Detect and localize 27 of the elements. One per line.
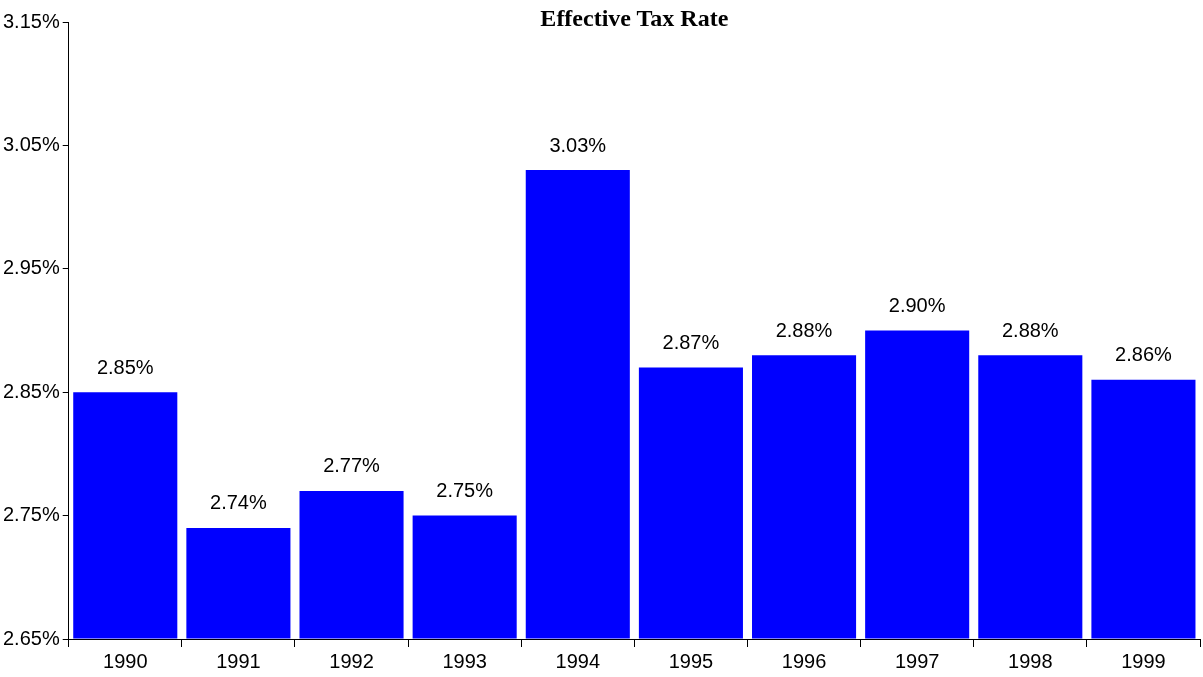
y-tick-label: 3.05% [2, 132, 60, 155]
y-tick-label: 2.95% [2, 256, 60, 279]
data-label: 2.75% [436, 479, 494, 502]
x-tick-label: 1994 [555, 649, 601, 672]
x-tick-label: 1991 [216, 649, 261, 672]
data-label: 2.77% [323, 454, 381, 477]
data-label: 2.74% [210, 491, 267, 514]
y-tick-label: 3.15% [2, 9, 60, 32]
x-tick-label: 1990 [103, 649, 148, 672]
data-label: 2.86% [1115, 343, 1172, 366]
x-tick-label: 1999 [1121, 649, 1166, 672]
x-tick-label: 1996 [781, 649, 827, 672]
data-label: 2.85% [96, 355, 154, 378]
x-tick-label: 1992 [329, 649, 374, 672]
y-tick-label: 2.75% [2, 503, 60, 526]
x-tick-label: 1998 [1008, 649, 1053, 672]
x-tick-label: 1997 [894, 649, 940, 672]
data-label: 2.87% [662, 331, 720, 354]
data-label: 2.88% [1001, 318, 1059, 341]
chart-title: Effective Tax Rate [540, 5, 729, 32]
data-label: 3.03% [549, 133, 607, 156]
y-tick-label: 2.85% [2, 379, 60, 402]
y-tick-label: 2.65% [2, 626, 60, 649]
data-label: 2.90% [888, 294, 946, 317]
x-tick-label: 1993 [442, 649, 487, 672]
x-tick-label: 1995 [668, 649, 714, 672]
data-label: 2.88% [775, 318, 833, 341]
